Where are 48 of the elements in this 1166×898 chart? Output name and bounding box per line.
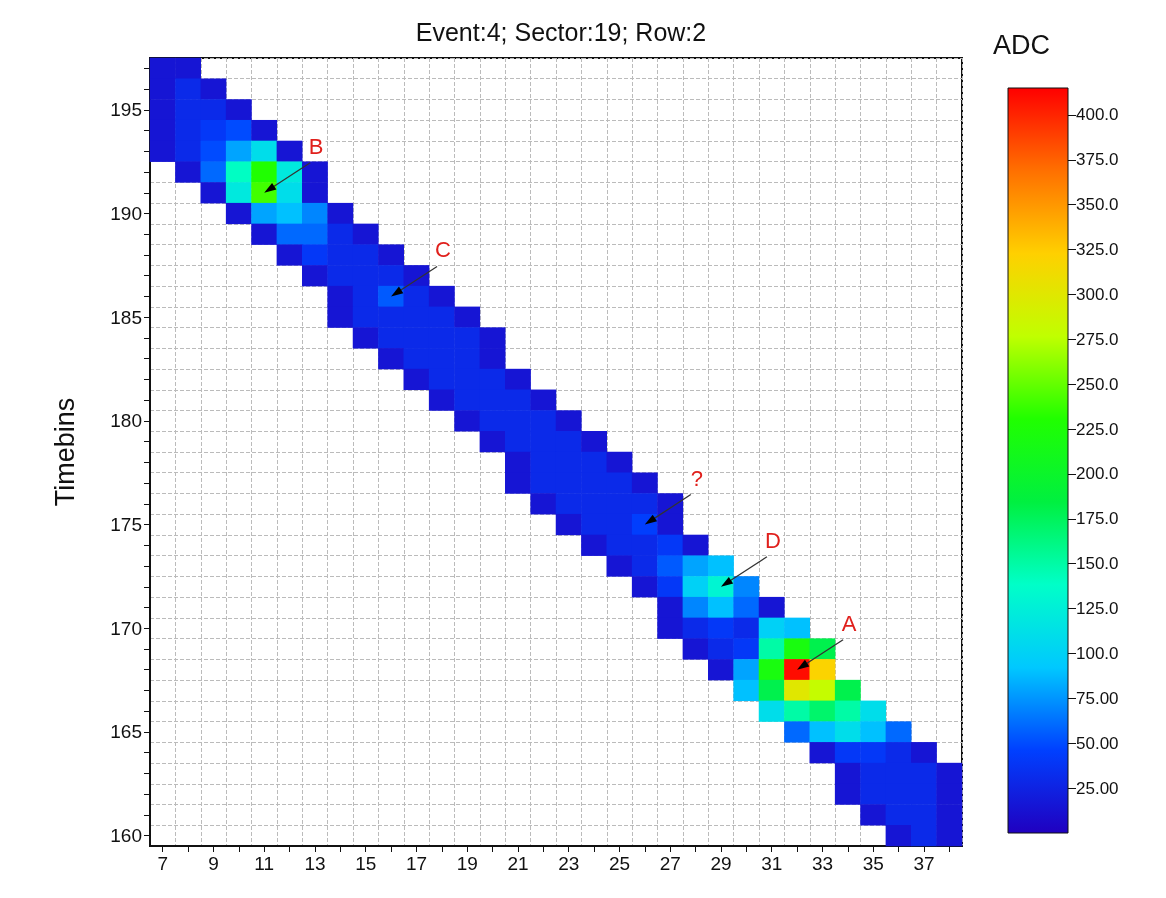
x-tick-label: 15 <box>355 853 377 874</box>
color-bar-label: 150.0 <box>1076 554 1119 574</box>
x-tick-label: 35 <box>862 853 884 874</box>
color-bar-title: ADC <box>992 29 1050 60</box>
y-tick-label: 190 <box>110 203 142 225</box>
x-tick-label: 19 <box>456 853 478 874</box>
color-bar-label: 350.0 <box>1076 195 1119 215</box>
color-bar-label: 225.0 <box>1076 419 1119 439</box>
color-bar-label: 400.0 <box>1076 105 1119 125</box>
x-tick-label: 11 <box>254 853 275 874</box>
x-tick-label: 17 <box>405 853 428 874</box>
y-tick-label: 165 <box>110 721 142 743</box>
color-bar-label: 325.0 <box>1076 240 1119 260</box>
annotation: A <box>839 610 859 637</box>
y-tick-label: 175 <box>110 514 142 536</box>
color-bar-label: 275.0 <box>1076 329 1119 349</box>
annotation: C <box>433 237 454 264</box>
x-tick-label: 27 <box>659 853 681 874</box>
color-bar-label: 300.0 <box>1076 284 1119 304</box>
y-tick-label: 185 <box>110 306 142 328</box>
color-bar-label: 250.0 <box>1076 374 1119 394</box>
color-bar-label: 25.00 <box>1076 778 1119 798</box>
x-tick-label: 37 <box>913 853 935 874</box>
color-bar-label: 100.0 <box>1076 643 1119 663</box>
color-bar-label: 50.00 <box>1076 733 1119 753</box>
x-tick-label: 31 <box>761 853 783 874</box>
y-tick-label: 195 <box>110 99 142 121</box>
y-tick-label: 160 <box>110 825 142 847</box>
color-bar-label: 200.0 <box>1076 464 1119 484</box>
x-tick-label: 13 <box>304 853 326 874</box>
color-bar-label: 125.0 <box>1076 599 1119 619</box>
annotation: B <box>306 133 326 160</box>
color-bar-label: 75.00 <box>1076 688 1119 708</box>
x-tick-label: 25 <box>608 853 631 874</box>
y-tick-label: 180 <box>110 410 142 432</box>
x-tick-label: 29 <box>710 853 732 874</box>
annotation: ? <box>688 465 705 492</box>
x-tick-label: 33 <box>811 853 834 874</box>
color-bar-label: 375.0 <box>1076 150 1119 170</box>
chart-title: Event:4; Sector:19; Row:2 <box>415 17 707 46</box>
x-tick-label: 7 <box>157 853 168 874</box>
y-axis-title: Timebins <box>49 397 80 507</box>
x-tick-label: 9 <box>208 853 219 874</box>
x-tick-label: 23 <box>558 853 580 874</box>
y-tick-label: 170 <box>110 617 142 639</box>
x-tick-label: 21 <box>507 853 529 874</box>
color-bar-label: 175.0 <box>1076 509 1119 529</box>
annotation: D <box>762 527 783 554</box>
